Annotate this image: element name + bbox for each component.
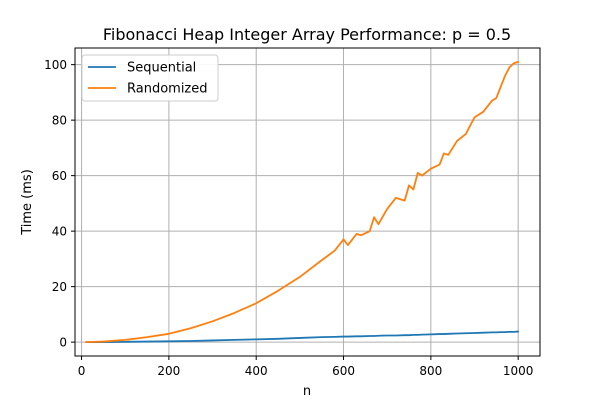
y-axis-label: Time (ms)	[20, 169, 35, 236]
y-tick-label: 0	[59, 336, 67, 350]
y-tick-label: 40	[52, 225, 67, 239]
series-line-randomized	[85, 60, 520, 344]
y-axis-ticks: 0 20 40 60 80 100	[44, 58, 75, 350]
x-tick-label: 0	[78, 364, 86, 378]
x-tick-label: 800	[419, 364, 442, 378]
y-tick-label: 20	[52, 280, 67, 294]
x-tick-label: 600	[332, 364, 355, 378]
chart-title: Fibonacci Heap Integer Array Performance…	[103, 25, 511, 44]
x-tick-label: 400	[245, 364, 268, 378]
legend: Sequential Randomized	[81, 54, 219, 102]
x-axis-label: n	[303, 384, 311, 399]
x-tick-label: 200	[157, 364, 180, 378]
legend-items: Sequential Randomized	[88, 61, 208, 97]
plot-frame	[74, 47, 541, 357]
series-lines	[85, 60, 520, 344]
grid-lines	[75, 48, 540, 356]
x-axis-ticks: 0 200 400 600 800 1000	[78, 356, 534, 378]
legend-label-randomized: Randomized	[127, 82, 208, 97]
legend-label-sequential: Sequential	[127, 61, 196, 76]
y-tick-label: 80	[52, 114, 67, 128]
y-tick-label: 60	[52, 169, 67, 183]
x-tick-label: 1000	[503, 364, 534, 378]
y-tick-label: 100	[44, 58, 67, 72]
series-line-sequential	[85, 330, 520, 344]
